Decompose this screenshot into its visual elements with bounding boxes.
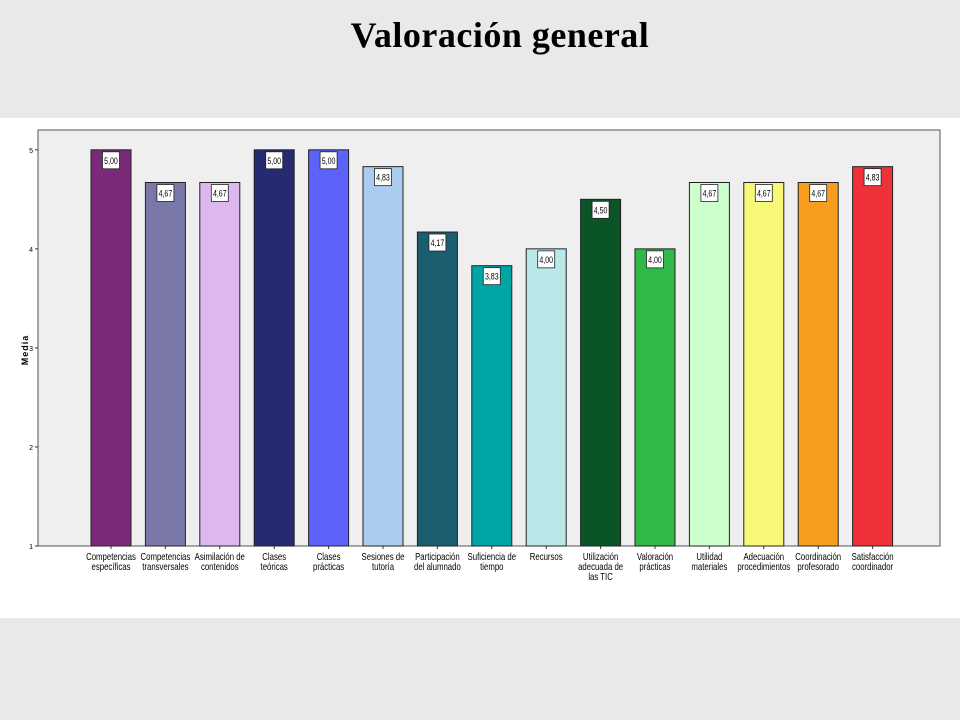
data-label: 5,00 (322, 156, 336, 166)
x-tick-label: Recursos (530, 551, 563, 562)
x-tick-label: teóricas (261, 561, 289, 572)
data-label-box (210, 184, 229, 202)
data-label-box (809, 184, 828, 202)
bar (471, 265, 513, 547)
data-label-box (700, 184, 719, 202)
data-label-box (319, 151, 338, 170)
y-axis: 1 2 3 4 5 (29, 148, 38, 551)
bar (688, 181, 730, 547)
bar (525, 248, 567, 547)
x-tick-label: tutoría (372, 561, 394, 572)
bar (199, 181, 241, 547)
x-tick-label: Adecuación (743, 551, 784, 562)
x-axis-labels: CompetenciasespecíficasCompetenciastrans… (86, 546, 894, 582)
x-tick-label: prácticas (639, 561, 671, 572)
x-tick-label: Satisfacción (852, 551, 894, 562)
bar (416, 231, 458, 547)
data-label: 4,67 (703, 189, 717, 199)
data-label: 4,17 (431, 238, 445, 248)
data-label: 4,00 (648, 255, 662, 265)
bar (580, 198, 622, 547)
data-label-box (102, 151, 120, 170)
data-label-box (646, 250, 664, 269)
y-tick-label: 5 (29, 148, 33, 155)
y-axis-title: Media (20, 335, 30, 366)
x-tick-label: Asimilación de (195, 551, 245, 562)
bar (852, 166, 894, 547)
x-tick-label: específicas (92, 561, 131, 572)
bar (253, 149, 295, 547)
bar (308, 149, 350, 547)
x-tick-label: contenidos (201, 561, 239, 572)
x-tick-label: Participación (415, 551, 460, 562)
data-label-box (863, 168, 882, 187)
data-label-box (591, 200, 610, 219)
x-tick-label: procedimientos (737, 561, 790, 572)
slide-title: Valoración general (350, 15, 650, 55)
bar (743, 181, 785, 547)
bar (797, 181, 839, 547)
bar (90, 149, 132, 547)
data-label-box (374, 168, 392, 187)
data-label-box (537, 250, 556, 269)
x-tick-label: Valoración (637, 551, 673, 562)
data-label-box (156, 184, 175, 202)
x-tick-label: adecuada de (578, 561, 623, 572)
data-label: 4,50 (594, 206, 608, 216)
bar (144, 181, 186, 547)
x-tick-label: Utilización (583, 551, 619, 562)
y-tick-label: 1 (29, 544, 33, 551)
data-label: 4,00 (539, 255, 553, 265)
data-label: 4,67 (757, 189, 771, 199)
bar (634, 248, 676, 547)
x-tick-label: prácticas (313, 561, 345, 572)
x-tick-label: Competencias (141, 551, 191, 562)
x-tick-label: tiempo (480, 561, 503, 572)
x-tick-label: coordinador (852, 561, 893, 572)
bar (362, 166, 404, 547)
x-tick-label: las TIC (588, 571, 613, 582)
y-tick-label: 2 (29, 445, 33, 452)
x-tick-label: del alumnado (414, 561, 461, 572)
x-tick-label: Utilidad (696, 551, 722, 562)
data-label: 3,83 (485, 272, 499, 282)
data-label: 4,83 (866, 173, 880, 183)
data-label: 4,67 (159, 189, 173, 199)
data-label-box (428, 233, 447, 252)
x-tick-label: Suficiencia de (468, 551, 517, 562)
data-label: 4,83 (376, 173, 390, 183)
y-tick-label: 4 (29, 247, 33, 254)
x-tick-label: Sesiones de (362, 551, 405, 562)
bars: 5,00 4,67 4,67 5,00 5,00 4,83 4,17 3,83 4,00 4,50… (90, 149, 894, 547)
bar-chart: 1 2 3 4 5 5,00 4,67 4,67 5,00 5,00 4,83 4,17 3,83 4,… (20, 129, 941, 582)
x-tick-label: transversales (142, 561, 189, 572)
x-tick-label: Coordinación (795, 551, 841, 562)
x-tick-label: Clases (317, 551, 341, 562)
data-label: 4,67 (811, 189, 825, 199)
x-tick-label: Competencias (86, 551, 136, 562)
data-label-box (482, 267, 501, 286)
chart-panel: 1 2 3 4 5 5,00 4,67 4,67 5,00 5,00 4,83 4,17 3,83 4,… (0, 118, 960, 618)
data-label: 5,00 (267, 156, 281, 166)
data-label: 4,67 (213, 189, 227, 199)
y-tick-label: 3 (29, 346, 33, 353)
x-tick-label: materiales (691, 561, 727, 572)
data-label: 5,00 (104, 156, 118, 166)
data-label-box (265, 151, 284, 170)
data-label-box (754, 184, 773, 202)
x-tick-label: profesorado (797, 561, 839, 572)
x-tick-label: Clases (262, 551, 286, 562)
